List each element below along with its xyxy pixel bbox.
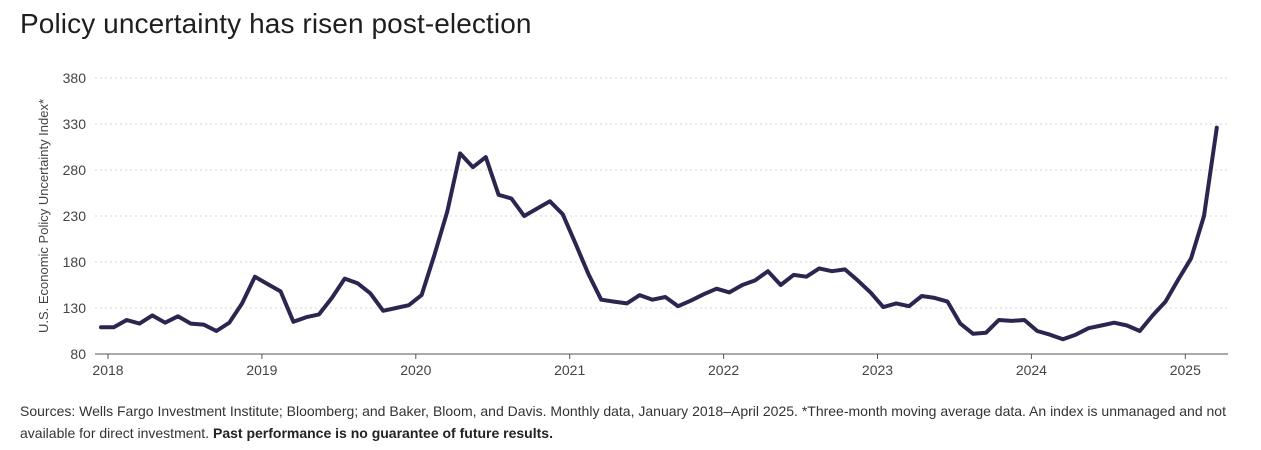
y-tick-label: 380 [63,70,87,86]
x-tick-label: 2019 [246,362,277,378]
x-tick-label: 2024 [1016,362,1047,378]
x-tick-label: 2022 [708,362,739,378]
x-axis: 2018 2019 2020 2021 2022 2023 2024 2025 [92,353,1228,378]
y-tick-label: 80 [70,346,86,362]
y-tick-label: 230 [63,208,87,224]
y-tick-label: 130 [63,300,87,316]
y-tick-label: 280 [63,162,87,178]
x-tick-label: 2025 [1170,362,1201,378]
source-footnote: Sources: Wells Fargo Investment Institut… [20,400,1235,444]
y-tick-label: 180 [63,254,87,270]
x-tick-label: 2021 [554,362,585,378]
y-axis-ticks: 80 130 180 230 280 330 380 [63,70,87,362]
series-line [99,125,1219,342]
y-tick-label: 330 [63,116,87,132]
gridlines [95,77,1228,309]
x-tick-label: 2018 [92,362,123,378]
x-tick-label: 2023 [862,362,893,378]
footnote-disclaimer: Past performance is no guarantee of futu… [212,425,553,441]
y-axis-label: U.S. Economic Policy Uncertainty Index* [36,99,51,333]
x-tick-label: 2020 [400,362,431,378]
chart-title: Policy uncertainty has risen post-electi… [20,8,532,39]
series-layer [99,125,1219,342]
line-chart: 80 130 180 230 280 330 380 2018 2019 2020 2021 202… [36,70,1228,378]
footnote-text: Sources: Wells Fargo Investment Institut… [20,403,1226,441]
